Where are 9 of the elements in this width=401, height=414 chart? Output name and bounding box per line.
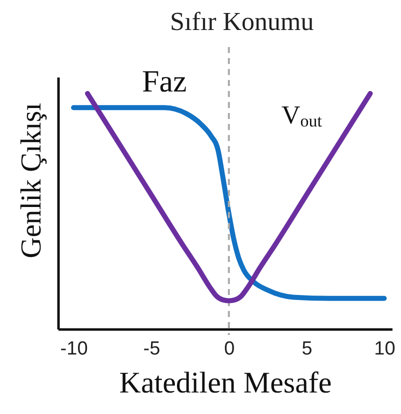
x-tick-label: 10 bbox=[374, 338, 396, 360]
x-tick-label: 0 bbox=[224, 338, 235, 360]
x-tick-label: -5 bbox=[143, 338, 160, 360]
ref-line-label: Sıfır Konumu bbox=[170, 7, 314, 36]
x-axis-title: Katedilen Mesafe bbox=[119, 366, 332, 400]
x-tick-label: 5 bbox=[302, 338, 312, 360]
series-label: Faz bbox=[142, 64, 187, 99]
x-tick-label: -10 bbox=[60, 338, 88, 360]
y-axis-title: Genlik Çıkışı bbox=[16, 102, 48, 258]
